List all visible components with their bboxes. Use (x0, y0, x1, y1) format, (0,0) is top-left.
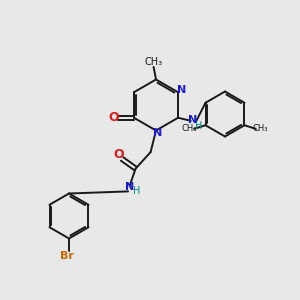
Text: O: O (109, 111, 119, 124)
Text: H: H (133, 186, 140, 197)
Text: Br: Br (60, 251, 74, 261)
Text: CH₃: CH₃ (253, 124, 268, 133)
Text: N: N (177, 85, 186, 95)
Text: CH₃: CH₃ (182, 124, 197, 133)
Text: CH₃: CH₃ (145, 57, 163, 67)
Text: H: H (195, 121, 202, 131)
Text: N: N (125, 182, 134, 193)
Text: N: N (153, 128, 162, 138)
Text: N: N (188, 115, 198, 125)
Text: O: O (114, 148, 124, 161)
